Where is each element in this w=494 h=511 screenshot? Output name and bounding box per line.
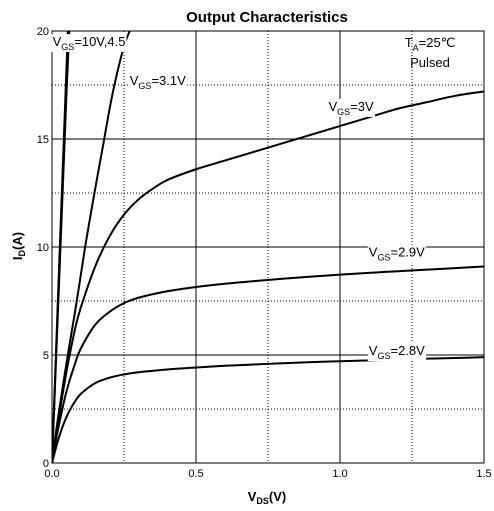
annotation-t: T — [405, 35, 413, 50]
series-label-5: VGS=2.8V — [369, 343, 425, 361]
series-line-4 — [52, 265, 484, 463]
series-label-4: VGS=2.9V — [369, 245, 425, 263]
series-label-bg-2 — [128, 73, 188, 91]
series-line-1 — [52, 31, 69, 463]
y-tick-label-1: 5 — [43, 350, 49, 362]
y-axis-label: ID(A) — [10, 232, 27, 260]
pulsed-annotation: Pulsed — [410, 55, 450, 70]
series-label-3: VGS=3V — [328, 99, 374, 117]
series-line-3 — [52, 90, 484, 463]
y-tick-label-3: 15 — [37, 134, 49, 146]
annotation-t-sub: A — [413, 43, 419, 53]
plot-frame — [51, 30, 485, 464]
x-axis-label-sub: DS — [256, 496, 269, 506]
y-axis-label-unit: (A) — [10, 232, 25, 250]
series-label-0: VGS=10V,4.5 — [53, 34, 126, 52]
x-axis-label: VDS(V) — [248, 489, 287, 506]
series-label-2: VGS=3.1V — [130, 73, 186, 91]
series-label-bg-4 — [367, 244, 427, 263]
annotation-temp: =25℃ — [419, 35, 456, 50]
x-axis-label-main: V — [248, 489, 257, 504]
x-tick-label-0: 0.0 — [44, 468, 59, 480]
x-tick-labels: 0.0 0.5 1.0 1.5 — [44, 468, 491, 480]
y-tick-label-4: 20 — [37, 26, 49, 38]
x-tick-label-2: 1.0 — [332, 468, 347, 480]
x-tick-label-3: 1.5 — [476, 468, 491, 480]
y-axis-label-main: I — [10, 256, 25, 260]
x-axis-label-unit: (V) — [269, 489, 286, 504]
y-tick-label-0: 0 — [43, 458, 49, 470]
x-tick-label-1: 0.5 — [188, 468, 203, 480]
y-tick-labels: 0 5 10 15 20 — [37, 26, 49, 470]
series-label-bg-5 — [367, 343, 427, 361]
chart-title: Output Characteristics — [186, 9, 348, 26]
series-label-bg-0 — [51, 34, 127, 53]
y-tick-label-2: 10 — [37, 242, 49, 254]
series-label-bg-3 — [327, 98, 375, 117]
y-axis-label-sub: D — [17, 249, 27, 256]
curve-labels: VGS=10V,4.5 VGS=3.1V VGS=3V VGS=2.9V VGS=2.8… — [51, 34, 427, 361]
temperature-annotation: TA=25℃ — [405, 35, 456, 53]
